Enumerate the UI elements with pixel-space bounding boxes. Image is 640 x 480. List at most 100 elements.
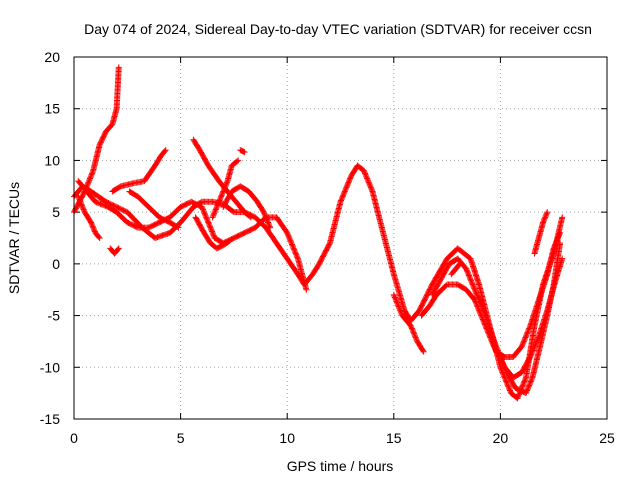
data-point xyxy=(527,353,534,360)
data-point xyxy=(464,269,471,276)
data-point xyxy=(544,209,551,216)
data-point xyxy=(420,348,427,355)
data-point xyxy=(463,266,470,273)
data-point xyxy=(204,218,211,225)
data-point xyxy=(476,298,483,305)
data-point xyxy=(474,293,481,300)
data-point xyxy=(214,202,221,209)
data-point xyxy=(206,222,213,229)
data-point xyxy=(115,204,122,211)
data-point xyxy=(344,180,351,187)
data-point xyxy=(205,220,212,227)
data-point xyxy=(395,302,402,309)
data-point xyxy=(288,241,295,248)
data-point xyxy=(86,175,93,182)
data-point xyxy=(365,178,372,185)
data-point xyxy=(264,218,271,225)
x-tick-label: 15 xyxy=(386,430,402,446)
data-point xyxy=(505,383,512,390)
data-point xyxy=(362,170,369,177)
y-tick-label: 15 xyxy=(44,101,60,117)
data-point xyxy=(522,333,529,340)
data-point xyxy=(162,147,169,154)
data-point xyxy=(540,219,547,226)
data-point xyxy=(84,181,91,188)
data-point xyxy=(528,375,535,382)
data-point xyxy=(535,334,542,341)
data-point xyxy=(528,350,535,357)
data-point xyxy=(525,328,532,335)
data-point xyxy=(339,193,346,200)
series-track-h xyxy=(190,136,254,221)
x-tick-label: 25 xyxy=(599,430,615,446)
data-point xyxy=(481,311,488,318)
x-tick-label: 20 xyxy=(493,430,509,446)
data-point xyxy=(523,388,530,395)
data-point xyxy=(285,233,292,240)
data-point xyxy=(362,171,369,178)
data-point xyxy=(392,297,399,304)
y-tick-label: -15 xyxy=(40,411,60,427)
data-point xyxy=(77,198,84,205)
data-point xyxy=(174,224,181,231)
data-point xyxy=(220,188,227,195)
data-point xyxy=(303,286,310,293)
data-point xyxy=(292,249,299,256)
data-point xyxy=(552,241,559,248)
data-point xyxy=(76,196,83,203)
data-point xyxy=(528,351,535,358)
y-tick-label: 0 xyxy=(52,256,60,272)
data-point xyxy=(198,203,205,210)
data-point xyxy=(522,375,529,382)
y-tick-label: -10 xyxy=(40,359,60,375)
data-point xyxy=(543,210,550,217)
data-point xyxy=(525,383,532,390)
data-point xyxy=(201,209,208,216)
data-point xyxy=(91,227,98,234)
series-track-a xyxy=(71,64,122,216)
data-point xyxy=(502,365,509,372)
data-point xyxy=(339,194,346,201)
data-point xyxy=(541,216,548,223)
data-point xyxy=(347,175,354,182)
data-point xyxy=(208,227,215,234)
data-point xyxy=(119,206,126,213)
data-point xyxy=(412,334,419,341)
data-point xyxy=(521,378,528,385)
data-point xyxy=(520,381,527,388)
data-point xyxy=(524,387,531,394)
data-point xyxy=(221,185,228,192)
data-point xyxy=(524,386,531,393)
series-track-g xyxy=(107,245,122,257)
data-point xyxy=(361,169,368,176)
data-point xyxy=(222,181,229,188)
data-point xyxy=(341,188,348,195)
data-point xyxy=(118,206,125,213)
data-point xyxy=(342,187,349,194)
data-point xyxy=(340,191,347,198)
data-point xyxy=(221,184,228,191)
data-point xyxy=(476,297,483,304)
data-point xyxy=(407,322,414,329)
data-point xyxy=(502,377,509,384)
data-point xyxy=(368,185,375,192)
data-point xyxy=(341,189,348,196)
data-point xyxy=(294,254,301,261)
data-point xyxy=(502,366,509,373)
data-point xyxy=(363,172,370,179)
data-point xyxy=(419,347,426,354)
data-point xyxy=(79,203,86,210)
data-point xyxy=(525,384,532,391)
data-point xyxy=(214,201,221,208)
data-point xyxy=(367,184,374,191)
data-point xyxy=(466,273,473,280)
data-point xyxy=(284,231,291,238)
data-point xyxy=(471,286,478,293)
data-point xyxy=(92,198,99,205)
series-track-m xyxy=(390,291,427,355)
data-point xyxy=(338,196,345,203)
data-point xyxy=(212,206,219,213)
data-point xyxy=(343,183,350,190)
data-point xyxy=(340,192,347,199)
series-track-c xyxy=(75,178,310,293)
